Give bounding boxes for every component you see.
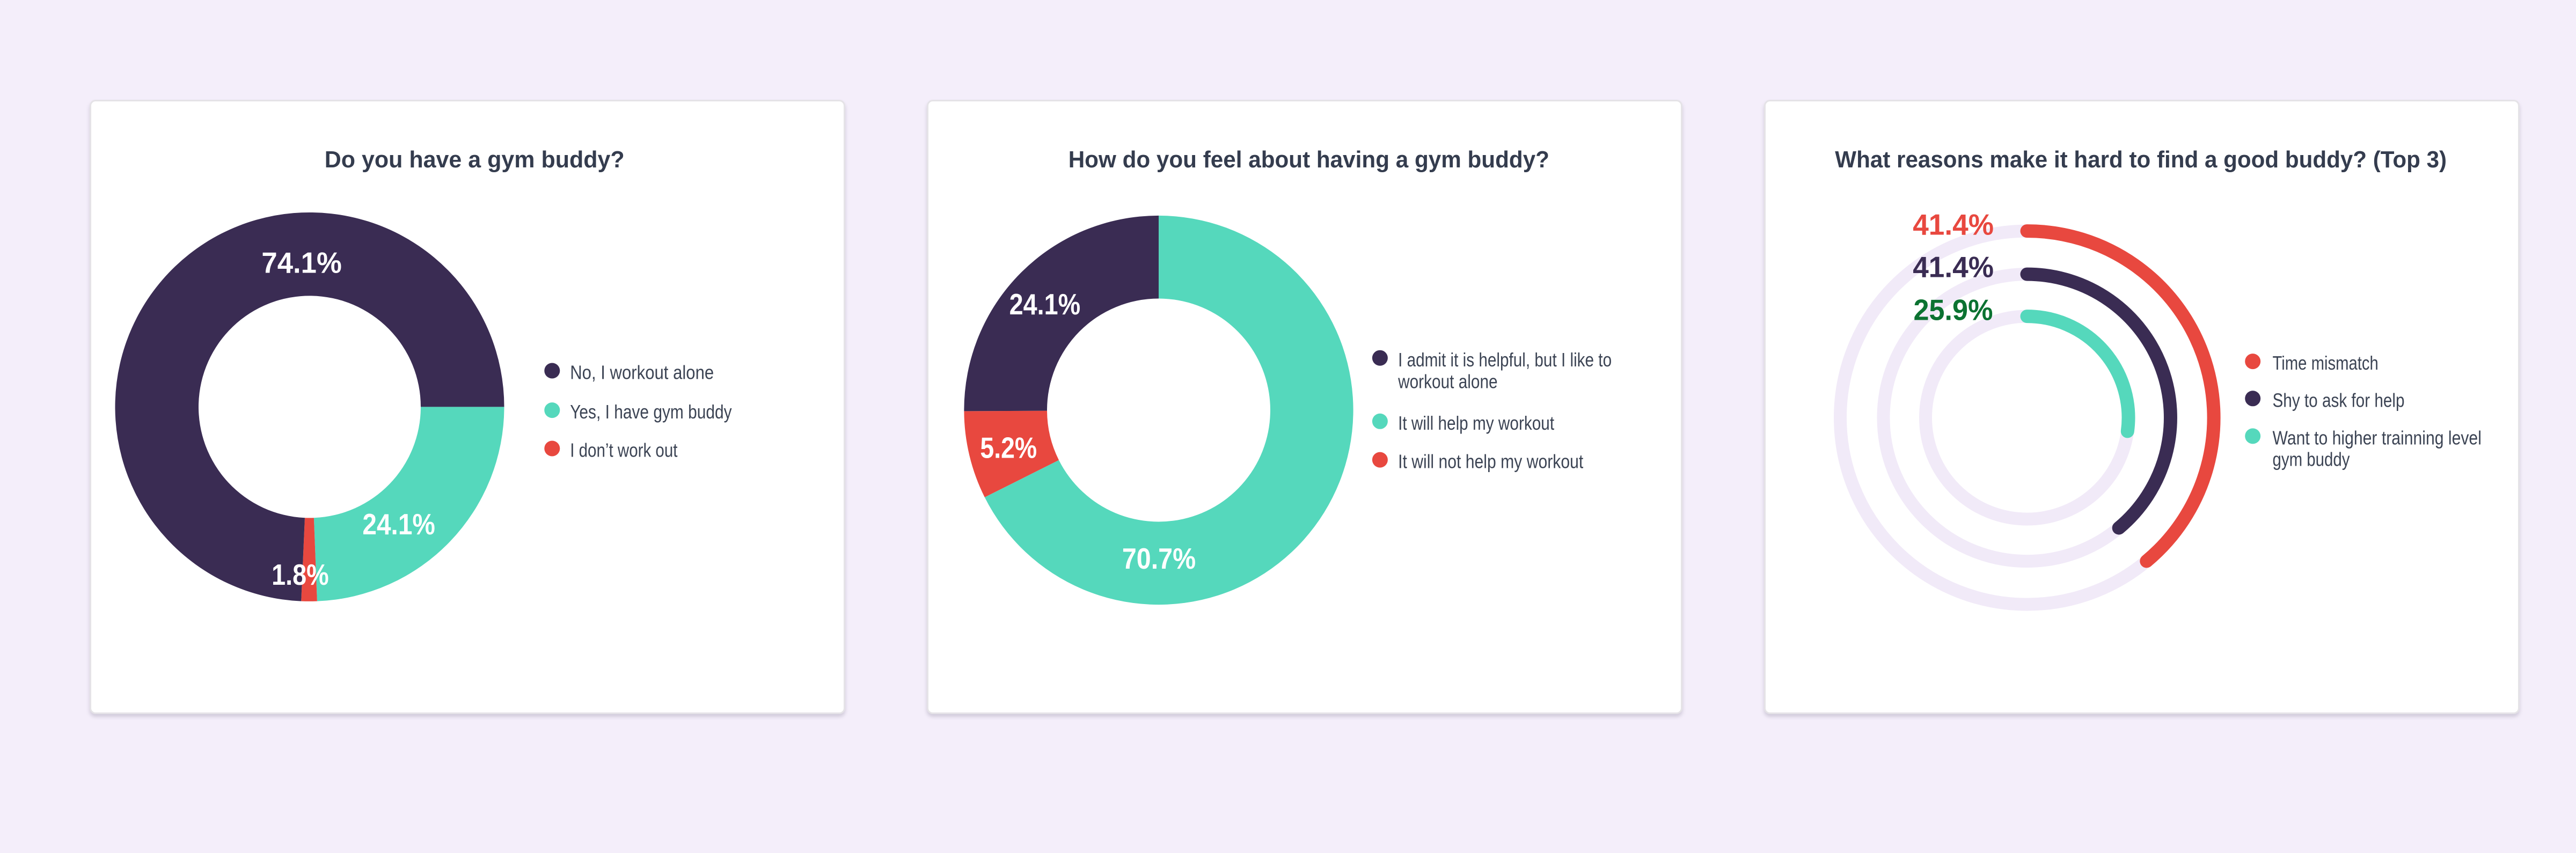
svg-text:It will not help my workout: It will not help my workout [1398,451,1583,473]
svg-text:Want to higher trainning level: Want to higher trainning level [2273,427,2482,449]
svg-text:24.1%: 24.1% [362,508,435,541]
svg-text:Do you have a gym buddy?: Do you have a gym buddy? [325,146,625,173]
svg-text:gym buddy: gym buddy [2273,448,2351,470]
svg-text:1.8%: 1.8% [272,558,329,591]
svg-text:41.4%: 41.4% [1913,208,1994,241]
svg-text:5.2%: 5.2% [980,431,1037,465]
svg-text:24.1%: 24.1% [1009,288,1081,321]
svg-text:Time mismatch: Time mismatch [2273,352,2379,374]
svg-text:I don’t work out: I don’t work out [570,439,677,461]
svg-text:How do you feel about having a: How do you feel about having a gym buddy… [1069,146,1549,173]
svg-text:70.7%: 70.7% [1122,542,1196,575]
svg-text:41.4%: 41.4% [1913,250,1994,283]
svg-text:What reasons make it hard to f: What reasons make it hard to find a good… [1835,146,2447,173]
svg-text:It will help my workout: It will help my workout [1398,412,1554,434]
svg-text:25.9%: 25.9% [1914,293,1993,326]
svg-text:No, I workout alone: No, I workout alone [570,362,714,384]
svg-text:74.1%: 74.1% [261,246,341,280]
svg-text:Yes, I have gym buddy: Yes, I have gym buddy [570,401,732,423]
svg-text:Shy to ask for help: Shy to ask for help [2273,389,2405,411]
svg-text:I admit it is helpful, but I l: I admit it is helpful, but I like to [1398,349,1612,371]
svg-text:workout alone: workout alone [1397,370,1497,392]
